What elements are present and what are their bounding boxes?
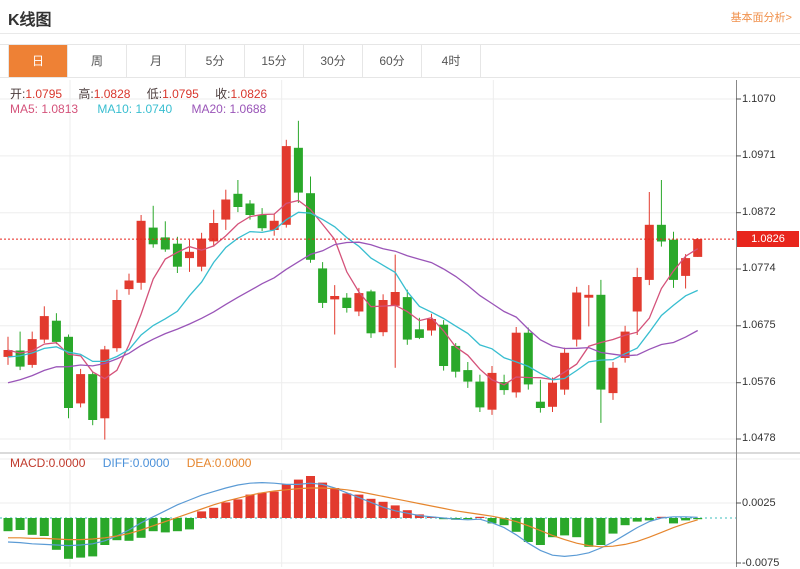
price-axis-label: 1.0774 <box>742 262 776 275</box>
macd-legend: MACD:0.0000 DIFF:0.0000 DEA:0.0000 <box>10 456 251 470</box>
high-label: 高: <box>78 87 94 101</box>
dea-value: 0.0000 <box>214 456 252 470</box>
price-axis-label: 1.1070 <box>742 92 776 105</box>
tab-m5[interactable]: 5分 <box>186 45 245 77</box>
page-title: K线图 <box>8 12 52 29</box>
tab-month[interactable]: 月 <box>127 45 186 77</box>
open-value: 1.0795 <box>25 87 63 101</box>
ma5-legend: MA5: 1.0813 <box>10 102 79 116</box>
macd-value-legend: MACD:0.0000 <box>10 456 86 470</box>
macd-axis-label: 0.0025 <box>742 496 776 509</box>
open-label: 开: <box>10 87 26 101</box>
price-axis-label: 1.0576 <box>742 376 776 389</box>
low-value: 1.0795 <box>162 87 199 101</box>
tab-h4[interactable]: 4时 <box>422 45 481 77</box>
ma10-legend: MA10: 1.0740 <box>97 102 173 116</box>
price-axis-label: 1.0971 <box>742 149 776 162</box>
tab-m60[interactable]: 60分 <box>363 45 422 77</box>
diff-value: 0.0000 <box>132 456 170 470</box>
macd-value: 0.0000 <box>48 456 86 470</box>
close-value: 1.0826 <box>230 87 268 101</box>
ma20-legend: MA20: 1.0688 <box>191 102 267 116</box>
price-axis-label: 1.0478 <box>742 432 776 445</box>
ma20-value: 1.0688 <box>229 102 267 116</box>
ma5-value: 1.0813 <box>41 102 79 116</box>
close-label: 收: <box>215 87 231 101</box>
dea-value-legend: DEA:0.0000 <box>186 456 252 470</box>
tab-day[interactable]: 日 <box>9 45 68 77</box>
ma-legend: MA5: 1.0813 MA10: 1.0740 MA20: 1.0688 <box>10 102 266 116</box>
header-divider <box>0 33 800 34</box>
interval-tabbar: 日周月 5分 15分 30分 60分 4时 <box>0 44 800 78</box>
ohlc-legend: 开:1.0795 高:1.0828 低:1.0795 收:1.0826 <box>10 85 280 102</box>
interval-tabbar-inner: 日周月 5分 15分 30分 60分 4时 <box>8 45 800 77</box>
macd-axis-label: -0.0075 <box>742 556 780 569</box>
diff-value-legend: DIFF:0.0000 <box>102 456 170 470</box>
tab-week[interactable]: 周 <box>68 45 127 77</box>
price-axis-label: 1.0872 <box>742 206 776 219</box>
tab-m15[interactable]: 15分 <box>245 45 304 77</box>
high-value: 1.0828 <box>93 87 131 101</box>
price-axis-label: 1.0675 <box>742 319 776 332</box>
tab-m30[interactable]: 30分 <box>304 45 363 77</box>
low-label: 低: <box>146 87 163 101</box>
ma10-value: 1.0740 <box>135 102 173 116</box>
fundamental-analysis-link[interactable]: 基本面分析> <box>730 12 792 24</box>
last-price-badge: 1.0826 <box>737 231 799 248</box>
